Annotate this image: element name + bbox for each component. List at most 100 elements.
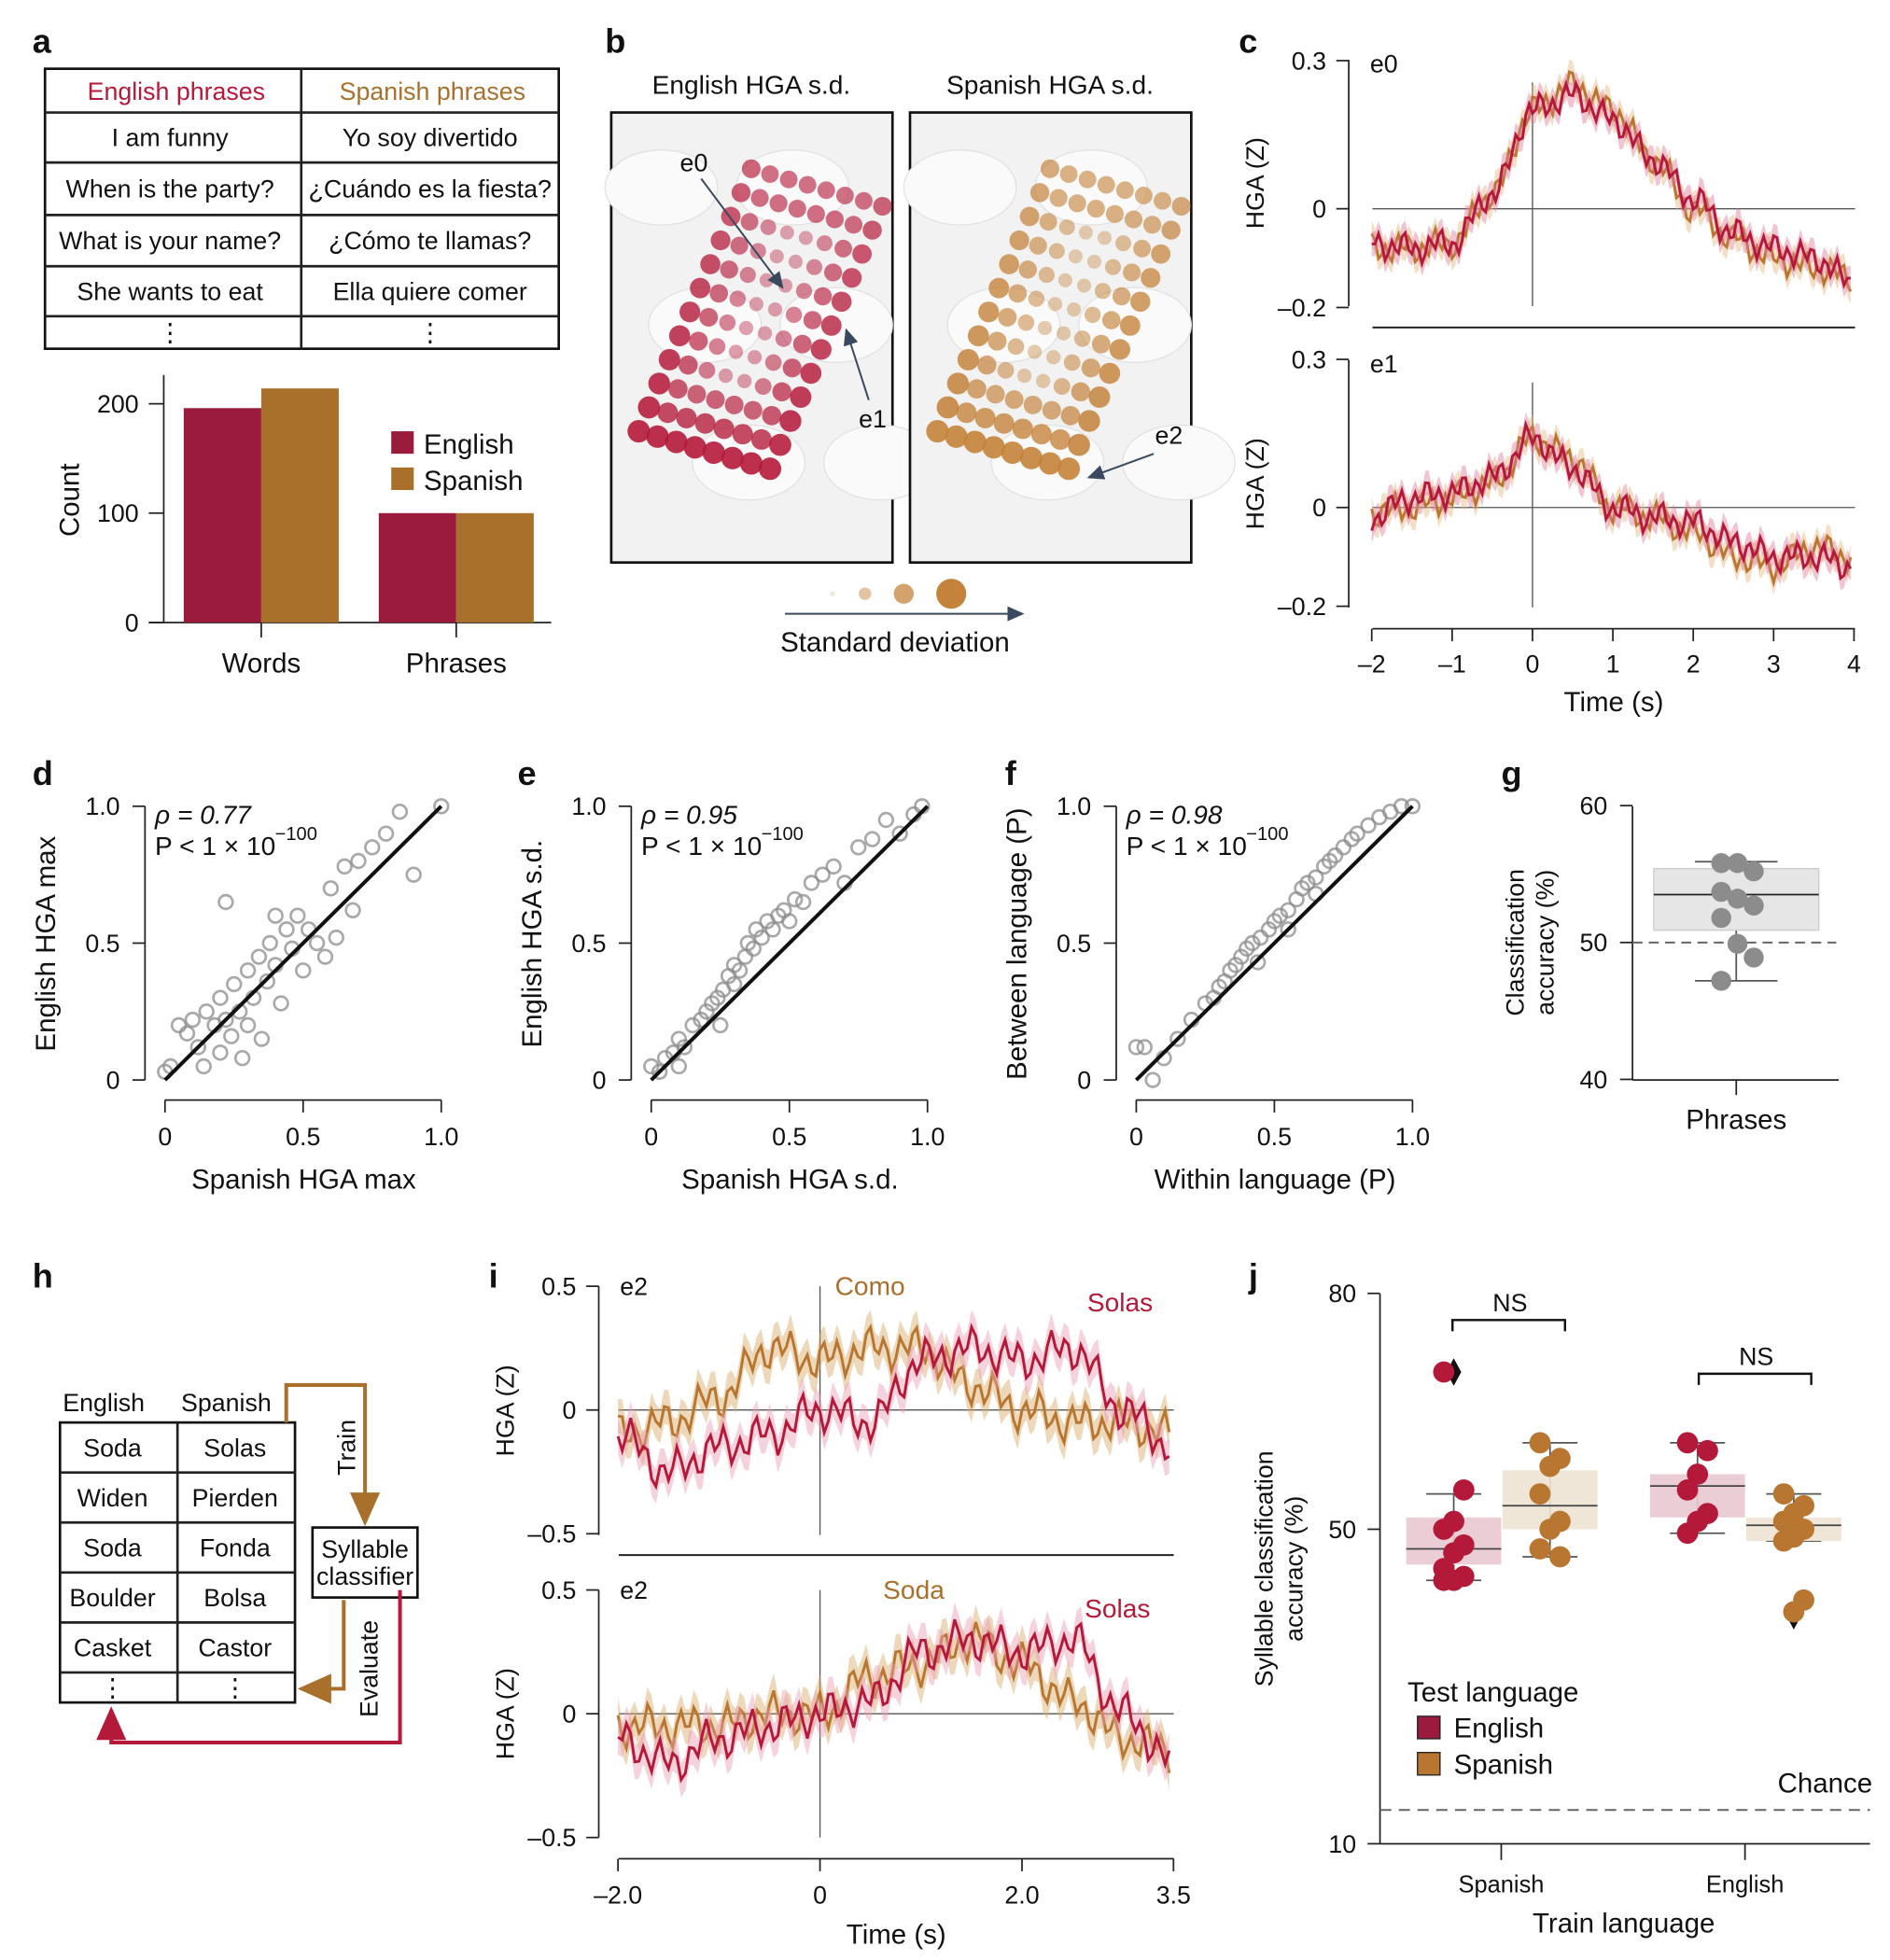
scatter-point xyxy=(170,1016,188,1034)
x-axis-label: Spanish HGA s.d. xyxy=(681,1165,898,1196)
x-tick-label: 1.0 xyxy=(424,1123,458,1151)
y-axis-label-group: HGA (Z) xyxy=(491,1365,519,1456)
y-axis-label: English HGA max xyxy=(31,835,62,1051)
electrode-marker xyxy=(1058,218,1075,235)
train-label: Train xyxy=(332,1420,360,1476)
x-tick-label: 4 xyxy=(1847,651,1861,679)
electrode-marker xyxy=(788,254,803,270)
scatter-point xyxy=(289,907,306,924)
electrode-marker xyxy=(1068,433,1090,456)
trace-line-spanish xyxy=(1370,423,1853,588)
electrode-marker xyxy=(1099,362,1121,385)
scatter-point xyxy=(322,880,340,897)
bar-words-english xyxy=(183,408,261,623)
electrode-marker xyxy=(749,243,766,259)
table-cell-spanish: Pierden xyxy=(192,1484,278,1512)
panel-label-j: j xyxy=(1248,1256,1258,1295)
x-tick-label: 0 xyxy=(1129,1123,1143,1151)
data-point xyxy=(1743,947,1764,968)
electrode-marker xyxy=(718,368,734,384)
x-tick-label: –2 xyxy=(1358,651,1386,679)
electrode-marker xyxy=(1037,320,1053,336)
electrode-label-e0: e0 xyxy=(680,148,708,176)
electrode-marker xyxy=(676,407,697,428)
table-cell-spanish: Bolsa xyxy=(203,1584,266,1612)
electrode-marker xyxy=(982,436,1005,459)
electrode-marker xyxy=(792,334,812,354)
scatter-point xyxy=(405,866,422,883)
scatter-point xyxy=(1280,902,1296,918)
electrode-marker xyxy=(1001,441,1024,465)
trace-line-soda xyxy=(616,1621,1171,1773)
electrode-marker xyxy=(732,424,753,445)
trace-line-solas xyxy=(617,1618,1171,1784)
data-point xyxy=(1711,853,1731,874)
electrode-marker xyxy=(834,239,852,258)
electrode-marker xyxy=(1046,350,1061,365)
p-value-exponent: −100 xyxy=(762,824,804,845)
electrode-marker xyxy=(698,361,716,379)
y-tick-label: 1.0 xyxy=(85,792,119,820)
y-tick-label: 80 xyxy=(1328,1280,1356,1308)
bar-words-spanish xyxy=(260,388,339,623)
table-cell-english: What is your name? xyxy=(59,227,281,255)
trace-line-english xyxy=(1370,419,1853,581)
electrode-marker xyxy=(728,344,744,359)
data-point xyxy=(1783,1601,1805,1623)
electrode-marker xyxy=(1068,194,1086,213)
y-tick-label: 40 xyxy=(1580,1066,1608,1094)
electrode-marker xyxy=(782,358,802,378)
y-axis-label-line1-group: Syllable classification xyxy=(1250,1450,1278,1687)
size-legend-dot xyxy=(936,579,967,609)
electrode-marker xyxy=(730,236,749,255)
x-tick-label: 2 xyxy=(1687,651,1701,679)
electrode-marker xyxy=(1088,386,1111,409)
table-cell-spanish: ⋮ xyxy=(417,319,442,347)
electrode-marker xyxy=(1049,189,1068,207)
electrode-marker xyxy=(1060,405,1081,426)
panel-label-f: f xyxy=(1005,754,1017,792)
electrode-marker xyxy=(747,350,763,365)
x-axis-label: Time (s) xyxy=(1564,687,1664,718)
bar-phrases-spanish xyxy=(455,512,534,623)
electrode-marker xyxy=(795,283,813,300)
table-cell-spanish: ¿Cómo te llamas? xyxy=(329,227,531,255)
x-tick-label: 1 xyxy=(1606,651,1620,679)
data-point xyxy=(1697,1439,1718,1462)
x-tick-label: 0.5 xyxy=(286,1123,320,1151)
electrode-marker xyxy=(769,194,788,213)
y-tick-label: –0.2 xyxy=(1278,593,1326,621)
electrode-marker xyxy=(1109,339,1131,360)
y-axis-label-line1: Syllable classification xyxy=(1250,1450,1278,1687)
scatter-point xyxy=(725,975,743,993)
electrode-marker xyxy=(1059,165,1078,183)
electrode-marker xyxy=(1115,181,1134,200)
electrode-marker xyxy=(816,235,833,252)
electrode-marker xyxy=(1078,225,1093,240)
y-tick-label: 0 xyxy=(125,609,139,637)
electrode-marker xyxy=(823,263,843,282)
x-tick-label: 3 xyxy=(1767,651,1781,679)
electrode-marker xyxy=(1123,263,1141,282)
electrode-marker xyxy=(805,259,823,275)
y-axis-label: Count xyxy=(54,463,85,537)
electrode-marker xyxy=(1036,373,1051,388)
electrode-marker xyxy=(1141,268,1161,288)
electrode-marker xyxy=(687,385,707,404)
scatter-point xyxy=(273,995,289,1012)
data-point xyxy=(1743,895,1764,916)
electrode-marker xyxy=(757,326,773,341)
data-point xyxy=(1743,861,1764,882)
y-tick-label: 50 xyxy=(1328,1516,1356,1544)
scatter-point xyxy=(316,948,334,965)
legend-label: Spanish xyxy=(424,466,523,497)
scatter-point xyxy=(295,962,312,979)
electrode-marker xyxy=(706,390,725,410)
electrode-marker xyxy=(1030,424,1052,445)
confidence-band xyxy=(618,1602,1169,1798)
y-tick-label: 0 xyxy=(563,1396,577,1424)
panel-label-c: c xyxy=(1239,21,1257,60)
p-value: P < 1 × 10 xyxy=(1127,832,1247,861)
scatter-point xyxy=(239,1016,257,1034)
electrode-marker xyxy=(1086,200,1105,218)
